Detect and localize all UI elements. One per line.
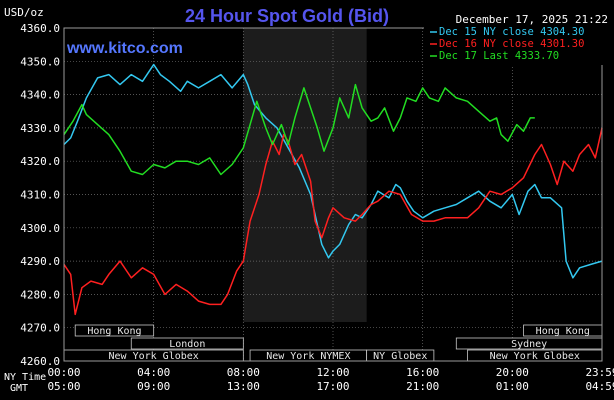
y-tick-label: 4350.0	[20, 55, 60, 68]
plot-frame	[63, 27, 603, 362]
y-tick-label: 4300.0	[20, 222, 60, 235]
x-tick-ny-label: 04:00	[137, 366, 170, 379]
x-tick-gmt-label: 09:00	[137, 380, 170, 393]
nymex-session-band	[243, 28, 367, 322]
y-tick-label: 4270.0	[20, 322, 60, 335]
chart-timestamp: December 17, 2025 21:22	[456, 13, 608, 26]
x-tick-ny-label: 00:00	[47, 366, 80, 379]
y-tick-label: 4320.0	[20, 155, 60, 168]
x-tick-gmt-label: 05:00	[47, 380, 80, 393]
x-tick-gmt-label: 21:00	[406, 380, 439, 393]
session-label: Hong Kong	[536, 326, 590, 337]
y-tick-label: 4360.0	[20, 22, 60, 35]
x-tick-ny-label: 12:00	[316, 366, 349, 379]
x-tick-gmt-label: 17:00	[316, 380, 349, 393]
y-tick-label: 4290.0	[20, 255, 60, 268]
legend-box	[424, 25, 603, 65]
session-label: NY Globex	[373, 351, 427, 362]
legend-entry: Dec 17 Last 4333.70	[439, 50, 559, 62]
y-axis: 4360.0 4350.0 4340.0 4330.0 4320.0 4310.0 4300…	[20, 22, 60, 368]
x-tick-ny-label: 16:00	[406, 366, 439, 379]
session-label: New York Globex	[109, 351, 199, 362]
session-bar	[74, 324, 155, 337]
y-tick-label: 4310.0	[20, 189, 60, 202]
y-tick-label: 4340.0	[20, 89, 60, 102]
x-tick-gmt-label: 13:00	[227, 380, 260, 393]
ny-time-caption: NY Time	[4, 372, 46, 383]
gmt-caption: GMT	[10, 383, 28, 394]
y-axis-unit-label: USD/oz	[4, 6, 44, 19]
x-tick-gmt-label: 04:59	[585, 380, 614, 393]
x-tick-ny-label: 23:59	[585, 366, 614, 379]
session-label: New York Globex	[490, 351, 580, 362]
legend-entry: Dec 16 NY close 4301.30	[439, 38, 584, 50]
series-line	[63, 63, 603, 279]
session-bar	[130, 337, 244, 350]
y-tick-label: 4330.0	[20, 122, 60, 135]
series-line	[63, 83, 535, 176]
x-tick-ny-label: 08:00	[227, 366, 260, 379]
session-label: New York NYMEX	[266, 351, 350, 362]
legend-entry: Dec 15 NY close 4304.30	[439, 26, 584, 38]
kitco-watermark: www.kitco.com	[66, 40, 183, 57]
chart-title: 24 Hour Spot Gold (Bid)	[185, 6, 389, 26]
series-line	[63, 127, 603, 316]
session-label: Sydney	[511, 339, 547, 350]
series-lines	[63, 63, 603, 316]
x-tick-gmt-label: 01:00	[496, 380, 529, 393]
session-label: Hong Kong	[87, 326, 141, 337]
session-label: London	[169, 339, 205, 350]
y-tick-label: 4260.0	[20, 355, 60, 368]
x-tick-ny-label: 20:00	[496, 366, 529, 379]
y-tick-label: 4280.0	[20, 288, 60, 301]
